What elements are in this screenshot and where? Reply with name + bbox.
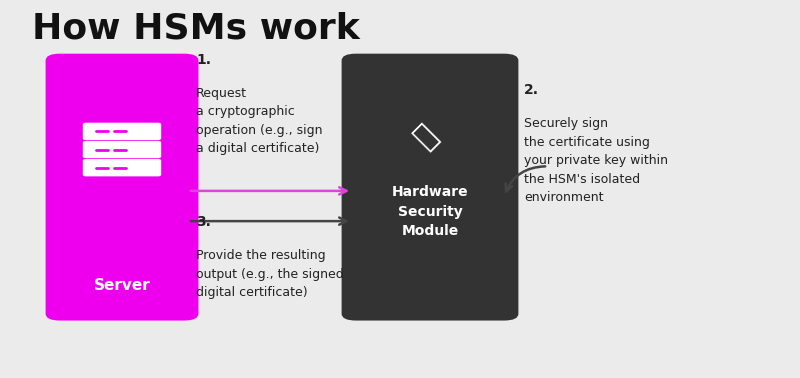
Text: How HSMs work: How HSMs work [32, 11, 360, 45]
FancyBboxPatch shape [46, 54, 198, 321]
Text: Hardware
Security
Module: Hardware Security Module [392, 185, 468, 238]
Text: 2.: 2. [524, 83, 539, 97]
Text: Request
a cryptographic
operation (e.g., sign
a digital certificate): Request a cryptographic operation (e.g.,… [196, 87, 322, 155]
FancyBboxPatch shape [83, 159, 162, 177]
Text: Provide the resulting
output (e.g., the signed
digital certificate): Provide the resulting output (e.g., the … [196, 249, 344, 299]
FancyBboxPatch shape [83, 141, 162, 158]
Text: 🔑: 🔑 [410, 120, 442, 153]
FancyBboxPatch shape [342, 54, 518, 321]
FancyBboxPatch shape [83, 123, 162, 140]
Text: 1.: 1. [196, 53, 211, 67]
Text: Server: Server [94, 278, 150, 293]
FancyArrowPatch shape [506, 166, 546, 191]
Text: 3.: 3. [196, 215, 211, 229]
Text: Securely sign
the certificate using
your private key within
the HSM's isolated
e: Securely sign the certificate using your… [524, 117, 668, 204]
